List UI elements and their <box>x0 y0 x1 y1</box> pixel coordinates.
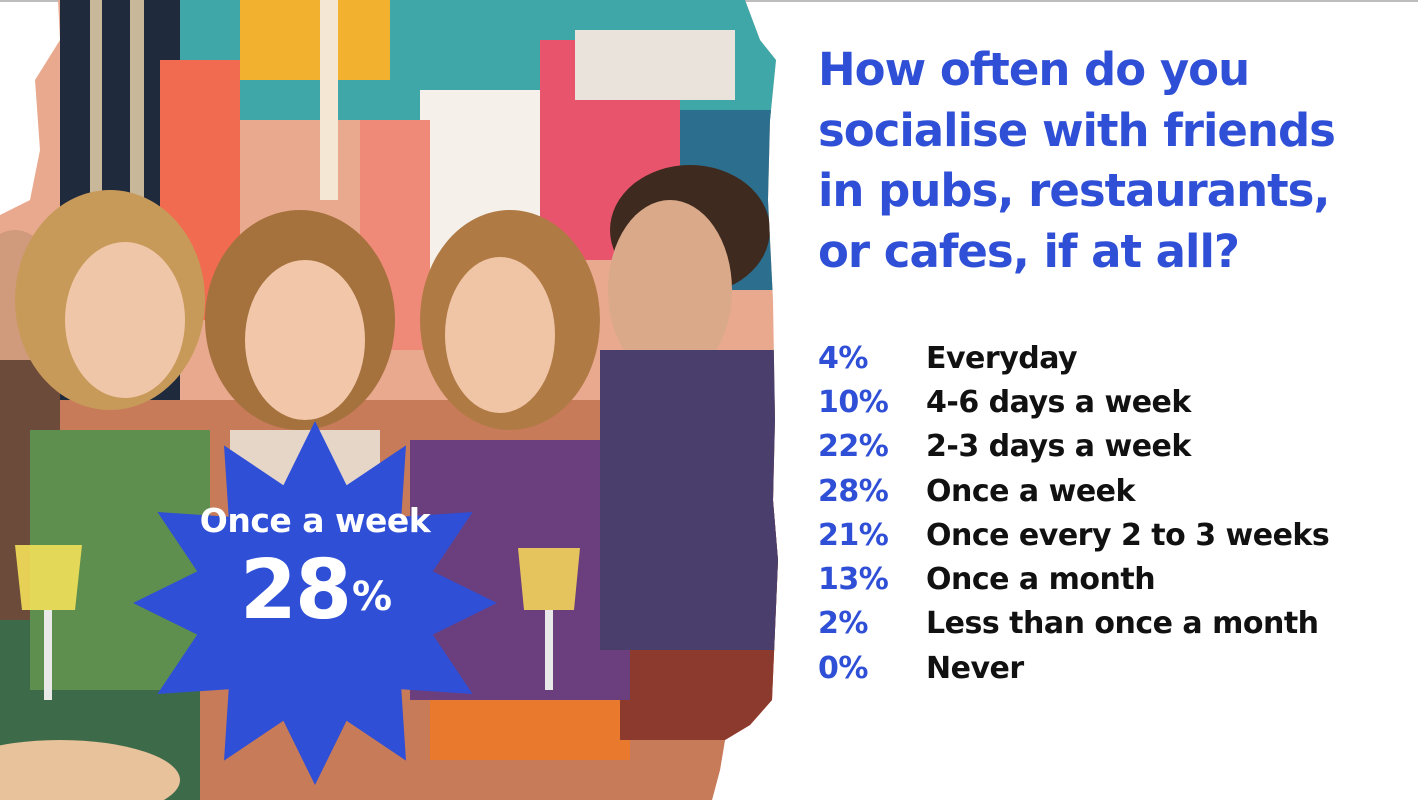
highlight-starburst-badge: Once a week 28% <box>130 418 500 788</box>
result-label: Everyday <box>926 340 1078 376</box>
result-row: 13% Once a month <box>818 557 1398 601</box>
highlight-value: 28% <box>239 543 392 638</box>
result-row: 21% Once every 2 to 3 weeks <box>818 513 1398 557</box>
result-label: Never <box>926 650 1024 686</box>
highlight-unit: % <box>352 574 392 620</box>
result-row: 10% 4-6 days a week <box>818 380 1398 424</box>
starburst-shape <box>133 421 497 785</box>
result-percent: 22% <box>818 429 889 465</box>
result-percent: 21% <box>818 517 889 553</box>
highlight-label: Once a week <box>199 501 431 540</box>
result-percent: 28% <box>818 473 889 509</box>
result-percent: 0% <box>818 650 868 686</box>
result-percent: 2% <box>818 606 868 642</box>
result-percent: 13% <box>818 562 889 598</box>
result-row: 4% Everyday <box>818 336 1398 380</box>
result-label: Less than once a month <box>926 606 1319 642</box>
result-row: 28% Once a week <box>818 469 1398 513</box>
result-row: 0% Never <box>818 646 1398 690</box>
result-label: 4-6 days a week <box>926 384 1191 420</box>
result-row: 2% Less than once a month <box>818 602 1398 646</box>
result-label: Once a week <box>926 473 1135 509</box>
result-label: Once every 2 to 3 weeks <box>926 517 1330 553</box>
result-label: Once a month <box>926 562 1156 598</box>
highlight-number: 28 <box>239 543 352 638</box>
question-heading: How often do you socialise with friends … <box>818 43 1336 278</box>
result-label: 2-3 days a week <box>926 429 1191 465</box>
result-row: 22% 2-3 days a week <box>818 425 1398 469</box>
result-percent: 4% <box>818 340 868 376</box>
result-percent: 10% <box>818 384 889 420</box>
results-list: 4% Everyday 10% 4-6 days a week 22% 2-3 days … <box>818 336 1398 690</box>
